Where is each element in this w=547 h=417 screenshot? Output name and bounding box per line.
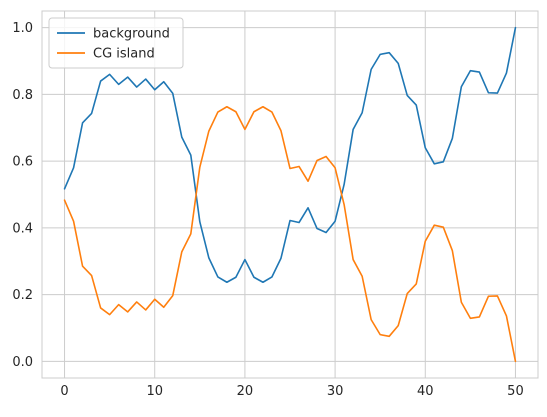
x-tick-label: 40 bbox=[417, 384, 434, 399]
y-tick-label: 0.2 bbox=[12, 288, 33, 303]
x-tick-label: 0 bbox=[60, 384, 68, 399]
x-tick-label: 50 bbox=[507, 384, 524, 399]
x-tick-label: 30 bbox=[327, 384, 344, 399]
legend-box bbox=[48, 17, 184, 69]
y-tick-label: 0.8 bbox=[12, 88, 33, 103]
legend-label-background: background bbox=[93, 27, 170, 42]
grid bbox=[42, 11, 538, 378]
x-axis-ticks: 0 10 20 30 40 50 bbox=[60, 384, 523, 399]
axes-frame bbox=[41, 10, 539, 379]
series-line-cg-island bbox=[63, 105, 517, 363]
legend-label-cg-island: CG island bbox=[93, 47, 155, 62]
series-line-background bbox=[63, 26, 517, 284]
series-lines bbox=[63, 26, 517, 363]
legend: background CG island bbox=[48, 17, 184, 69]
x-tick-label: 10 bbox=[146, 384, 163, 399]
x-tick-label: 20 bbox=[237, 384, 254, 399]
y-tick-label: 0.6 bbox=[12, 155, 33, 170]
y-axis-ticks: 0.0 0.2 0.4 0.6 0.8 1.0 bbox=[12, 21, 33, 370]
y-tick-label: 1.0 bbox=[12, 21, 33, 36]
y-tick-label: 0.4 bbox=[12, 221, 33, 236]
y-tick-label: 0.0 bbox=[12, 355, 33, 370]
